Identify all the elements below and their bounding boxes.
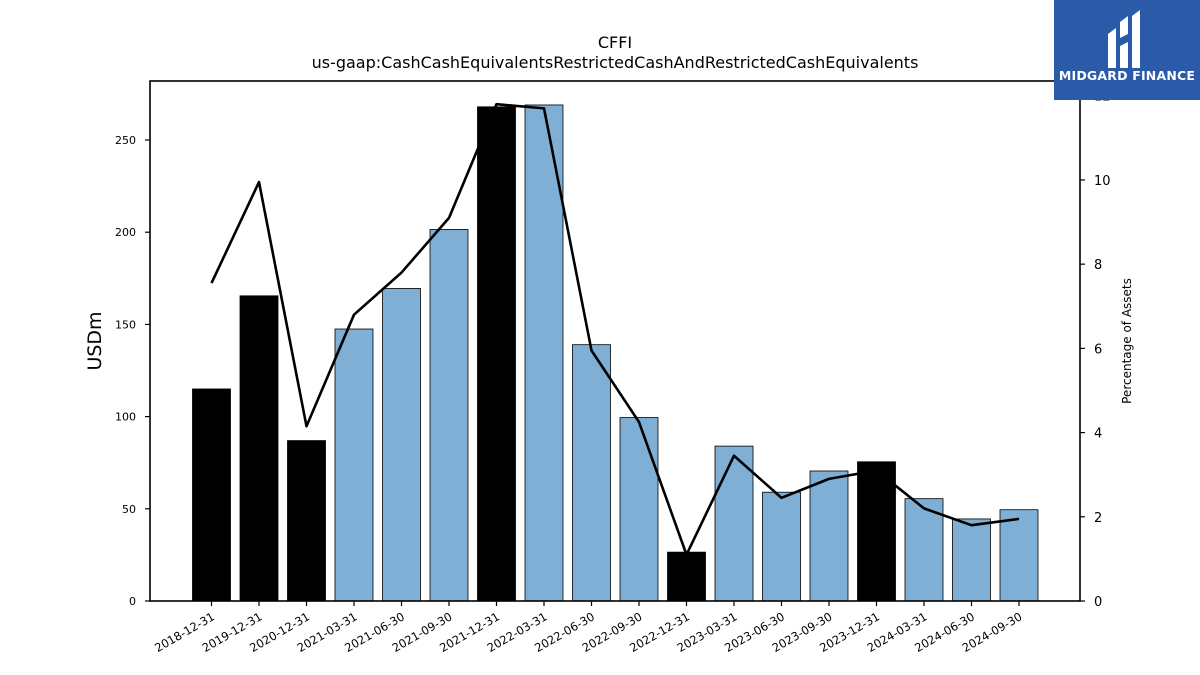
bar-2021-09-30 bbox=[429, 229, 469, 602]
bar-2021-06-30 bbox=[382, 288, 421, 602]
y-tick-label: 150 bbox=[115, 318, 136, 331]
bar-2020-12-31 bbox=[287, 440, 326, 602]
y2-tick-label: 4 bbox=[1094, 427, 1102, 442]
bar-2019-12-31 bbox=[239, 295, 279, 602]
y2-tick-label: 10 bbox=[1094, 174, 1111, 189]
bar-2018-12-31 bbox=[192, 388, 231, 602]
bar-2022-03-31 bbox=[524, 104, 564, 602]
midgard-finance-logo: MIDGARD FINANCE bbox=[1054, 0, 1200, 100]
y2-tick-label: 2 bbox=[1094, 511, 1102, 526]
bar-2022-06-30 bbox=[572, 344, 611, 602]
logo-text: MIDGARD FINANCE bbox=[1058, 68, 1196, 83]
chart-subtitle: us-gaap:CashCashEquivalentsRestrictedCas… bbox=[312, 53, 919, 72]
bar-2023-06-30 bbox=[762, 491, 801, 602]
y-tick-label: 0 bbox=[129, 595, 136, 608]
bar-2024-09-30 bbox=[999, 509, 1039, 602]
bar-2021-12-31 bbox=[477, 106, 516, 602]
bar-2023-03-31 bbox=[714, 445, 754, 602]
y2-axis-label: Percentage of Assets bbox=[1120, 278, 1134, 404]
percentage-line bbox=[210, 102, 1020, 556]
left-axis: 0 50 100 150 200 250 bbox=[115, 134, 150, 608]
right-axis: 024681012 bbox=[1080, 90, 1111, 610]
bars-group bbox=[192, 104, 1039, 602]
y-tick-label: 200 bbox=[115, 226, 136, 239]
line-group bbox=[210, 102, 1020, 556]
y-tick-label: 250 bbox=[115, 134, 136, 147]
y2-tick-label: 0 bbox=[1094, 595, 1102, 610]
bar-2021-03-31 bbox=[334, 328, 374, 602]
x-axis: 2018-12-312019-12-312020-12-312021-03-31… bbox=[152, 601, 1025, 655]
y2-tick-label: 8 bbox=[1094, 258, 1102, 273]
bar-2022-12-31 bbox=[667, 551, 706, 602]
logo-icon bbox=[1108, 10, 1140, 68]
bar-2022-09-30 bbox=[619, 417, 659, 602]
plot-frame bbox=[149, 80, 1081, 602]
y-axis-label: USDm bbox=[84, 311, 106, 370]
bar-2024-06-30 bbox=[952, 518, 991, 602]
bar-2023-12-31 bbox=[857, 461, 896, 602]
y-tick-label: 100 bbox=[115, 411, 136, 424]
chart-title: CFFI bbox=[598, 33, 632, 52]
y2-tick-label: 6 bbox=[1094, 342, 1102, 357]
y-tick-label: 50 bbox=[122, 503, 136, 516]
bar-2024-03-31 bbox=[904, 498, 944, 602]
bar-2023-09-30 bbox=[809, 470, 849, 602]
